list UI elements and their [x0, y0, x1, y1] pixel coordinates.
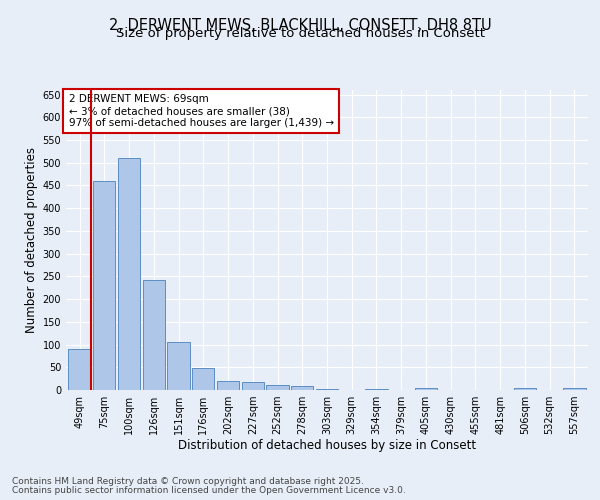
Bar	[167, 342, 190, 390]
Text: 2 DERWENT MEWS: 69sqm
← 3% of detached houses are smaller (38)
97% of semi-detac: 2 DERWENT MEWS: 69sqm ← 3% of detached h…	[68, 94, 334, 128]
Text: Contains HM Land Registry data © Crown copyright and database right 2025.: Contains HM Land Registry data © Crown c…	[12, 477, 364, 486]
Y-axis label: Number of detached properties: Number of detached properties	[25, 147, 38, 333]
Bar	[365, 388, 388, 390]
Bar	[563, 388, 586, 390]
Bar	[266, 384, 289, 390]
Bar	[514, 388, 536, 390]
Bar	[217, 381, 239, 390]
Bar	[192, 368, 214, 390]
Text: 2, DERWENT MEWS, BLACKHILL, CONSETT, DH8 8TU: 2, DERWENT MEWS, BLACKHILL, CONSETT, DH8…	[109, 18, 491, 32]
Text: Size of property relative to detached houses in Consett: Size of property relative to detached ho…	[115, 28, 485, 40]
Text: Contains public sector information licensed under the Open Government Licence v3: Contains public sector information licen…	[12, 486, 406, 495]
Bar	[93, 181, 115, 390]
Bar	[242, 382, 264, 390]
Bar	[143, 280, 165, 390]
Bar	[68, 349, 91, 390]
Bar	[118, 158, 140, 390]
Bar	[415, 388, 437, 390]
Bar	[316, 388, 338, 390]
Bar	[291, 386, 313, 390]
X-axis label: Distribution of detached houses by size in Consett: Distribution of detached houses by size …	[178, 438, 476, 452]
